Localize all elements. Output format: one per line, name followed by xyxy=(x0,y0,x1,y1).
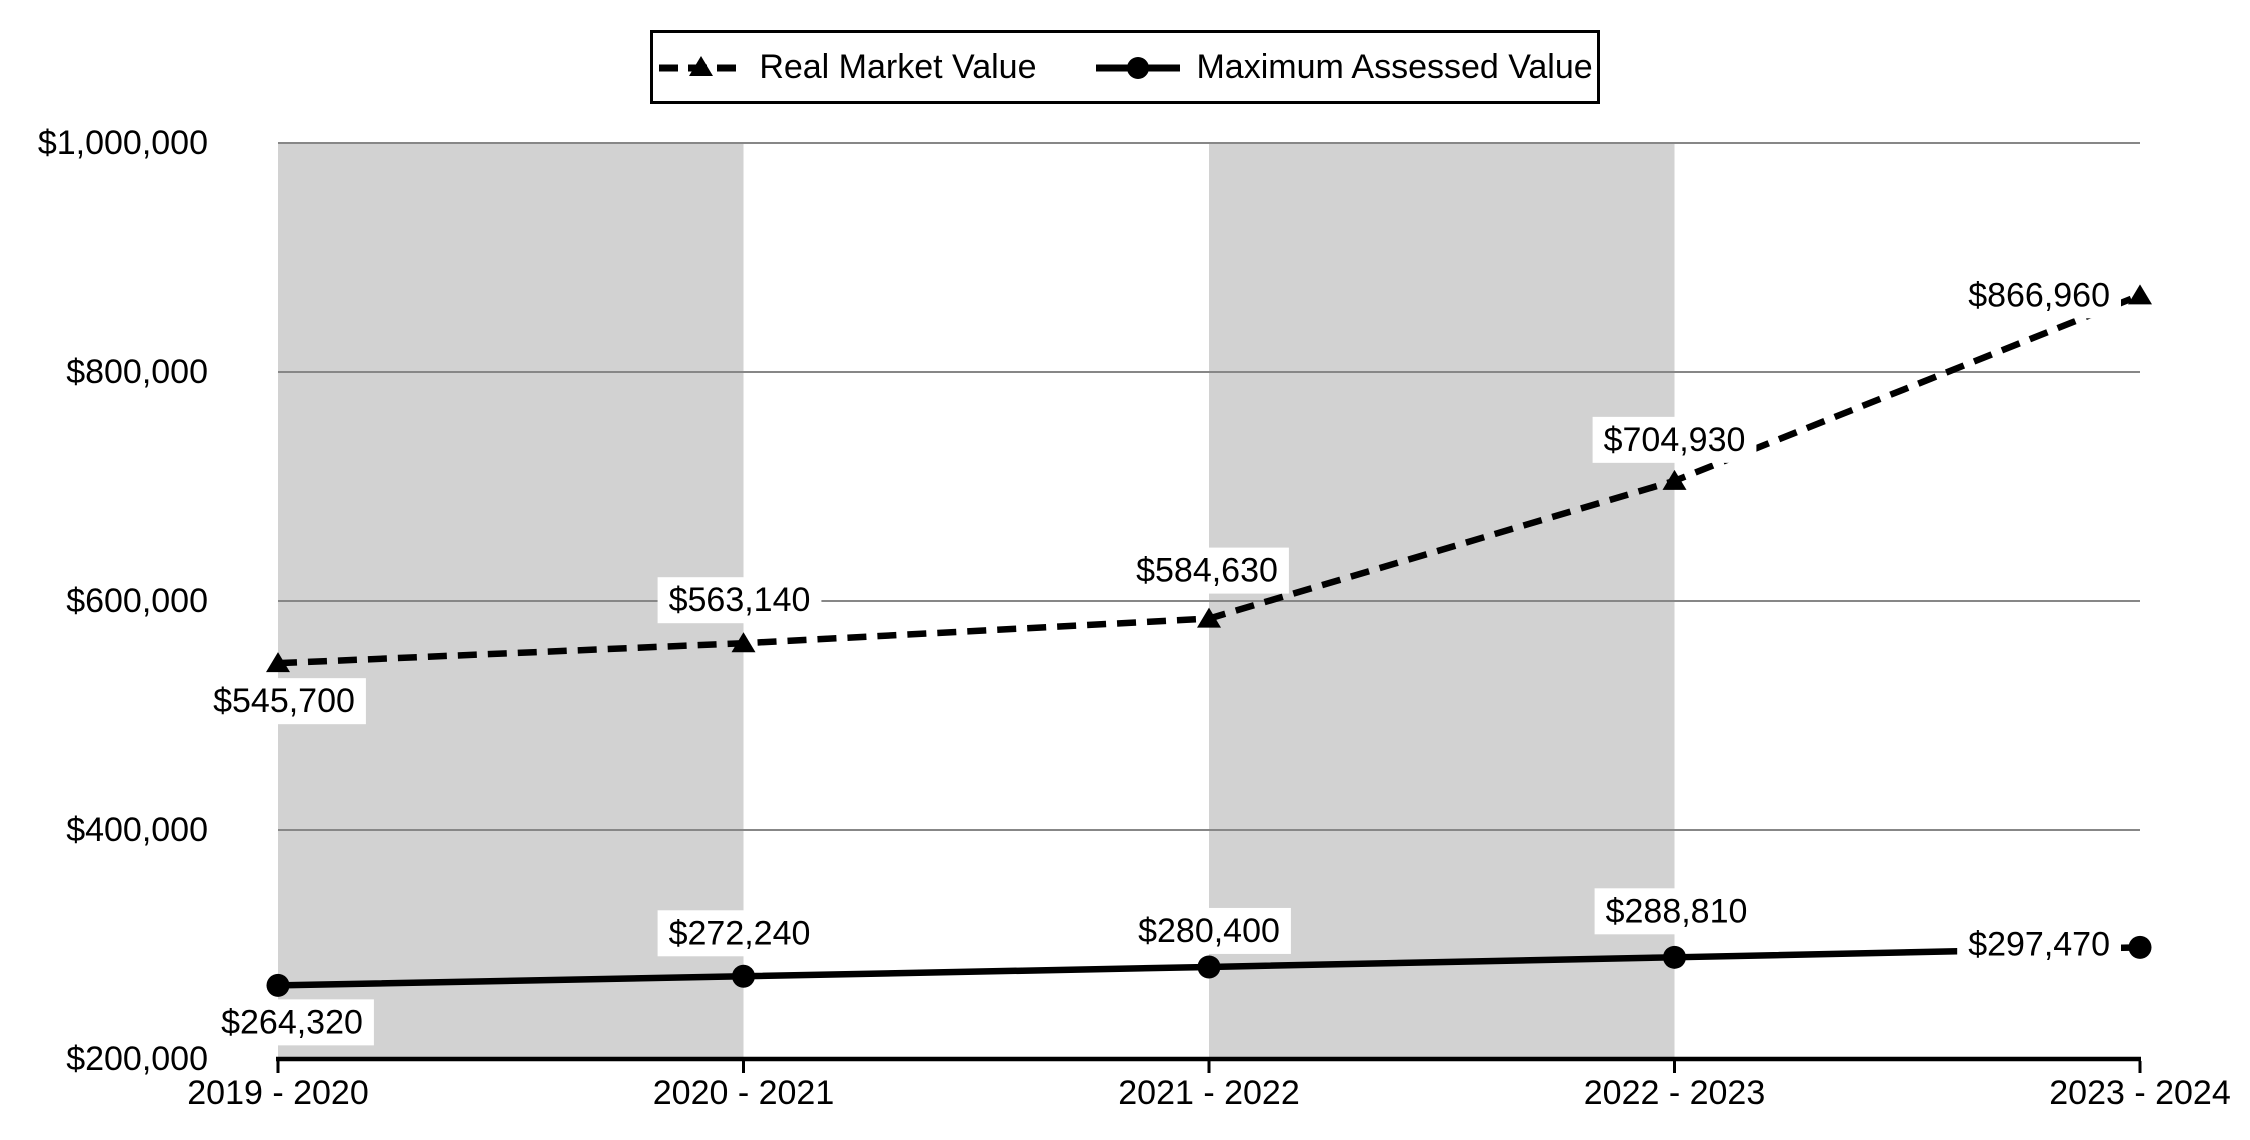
data-label-background xyxy=(1594,888,1759,935)
triangle-marker xyxy=(1662,469,1687,490)
triangle-marker xyxy=(266,652,290,673)
x-axis-label: 2021 - 2022 xyxy=(1118,1074,1300,1112)
data-label-text: $288,810 xyxy=(1606,892,1748,930)
data-label-background xyxy=(1957,921,2121,968)
data-label: $272,240 xyxy=(657,910,822,957)
triangle-marker xyxy=(731,632,756,653)
y-axis-label: $1,000,000 xyxy=(38,124,208,162)
data-label-background xyxy=(1957,272,2121,319)
circle-marker xyxy=(2128,935,2152,959)
x-axis-label: 2023 - 2024 xyxy=(2049,1074,2231,1112)
real-market-value-line-icon xyxy=(659,56,744,76)
data-label-background xyxy=(657,577,822,624)
data-label: $297,470 xyxy=(1957,921,2121,968)
circle-marker xyxy=(266,973,290,997)
data-label-text: $280,400 xyxy=(1138,912,1280,950)
circle-marker xyxy=(1197,955,1221,979)
y-axis-label: $800,000 xyxy=(66,353,208,391)
y-axis-label: $600,000 xyxy=(66,582,208,620)
maximum-assessed-value-line-icon xyxy=(1096,57,1181,79)
legend-label-maximum-assessed-value: Maximum Assessed Value xyxy=(1196,47,1593,86)
data-label-background xyxy=(210,999,374,1046)
data-label-text: $264,320 xyxy=(221,1003,363,1041)
y-axis-label: $400,000 xyxy=(66,811,208,849)
data-label-background xyxy=(202,678,366,725)
data-label-background xyxy=(1125,547,1289,594)
data-label-text: $545,700 xyxy=(213,682,355,720)
x-axis-label: 2020 - 2021 xyxy=(653,1074,835,1112)
x-axis-label: 2022 - 2023 xyxy=(1584,1074,1766,1112)
data-label: $280,400 xyxy=(1127,907,1291,954)
data-label: $288,810 xyxy=(1594,888,1759,935)
data-label-background xyxy=(1127,907,1291,954)
data-label: $545,700 xyxy=(202,678,366,725)
data-label: $866,960 xyxy=(1957,272,2121,319)
data-label: $264,320 xyxy=(210,999,374,1046)
legend-item-maximum-assessed-value: Maximum Assessed Value xyxy=(1094,47,1593,87)
data-label-text: $272,240 xyxy=(669,914,811,952)
x-axis-label: 2019 - 2020 xyxy=(187,1074,369,1112)
data-label-text: $297,470 xyxy=(1968,925,2110,963)
legend-item-real-market-value: Real Market Value xyxy=(657,48,1036,87)
data-label-background xyxy=(1592,416,1757,463)
chart-legend: Real Market Value Maximum Assessed Value xyxy=(650,30,1600,104)
data-label-text: $704,930 xyxy=(1604,421,1746,459)
triangle-marker xyxy=(1197,607,1221,628)
legend-label-real-market-value: Real Market Value xyxy=(759,47,1037,86)
data-label-text: $563,140 xyxy=(669,581,811,619)
data-label-text: $584,630 xyxy=(1136,552,1278,590)
data-label-background xyxy=(657,910,822,957)
data-label: $704,930 xyxy=(1592,416,1757,463)
data-label: $563,140 xyxy=(657,577,822,624)
y-axis-label: $200,000 xyxy=(66,1040,208,1078)
data-label-text: $866,960 xyxy=(1968,276,2110,314)
triangle-marker xyxy=(2128,284,2152,305)
circle-marker xyxy=(1663,945,1686,969)
circle-marker xyxy=(732,964,755,988)
data-label: $584,630 xyxy=(1125,547,1289,594)
